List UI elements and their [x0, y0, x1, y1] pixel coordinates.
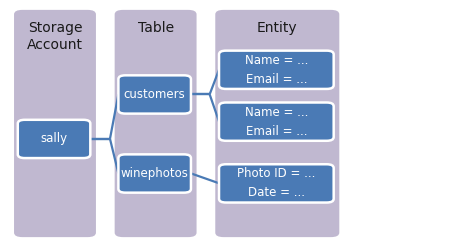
FancyBboxPatch shape: [115, 10, 197, 237]
FancyBboxPatch shape: [118, 75, 191, 114]
FancyBboxPatch shape: [215, 10, 339, 237]
Text: Table: Table: [138, 21, 174, 35]
Text: customers: customers: [124, 88, 185, 101]
Text: Photo ID = ...
Date = ...: Photo ID = ... Date = ...: [237, 167, 315, 199]
Text: sally: sally: [41, 132, 67, 145]
FancyBboxPatch shape: [219, 51, 334, 89]
FancyBboxPatch shape: [219, 164, 334, 203]
FancyBboxPatch shape: [18, 120, 90, 158]
Text: Storage
Account: Storage Account: [27, 21, 83, 52]
Text: winephotos: winephotos: [121, 167, 189, 180]
FancyBboxPatch shape: [118, 154, 191, 193]
Text: Entity: Entity: [257, 21, 298, 35]
Text: Name = ...
Email = ...: Name = ... Email = ...: [245, 106, 308, 138]
FancyBboxPatch shape: [219, 103, 334, 141]
Text: Name = ...
Email = ...: Name = ... Email = ...: [245, 54, 308, 86]
FancyBboxPatch shape: [14, 10, 96, 237]
